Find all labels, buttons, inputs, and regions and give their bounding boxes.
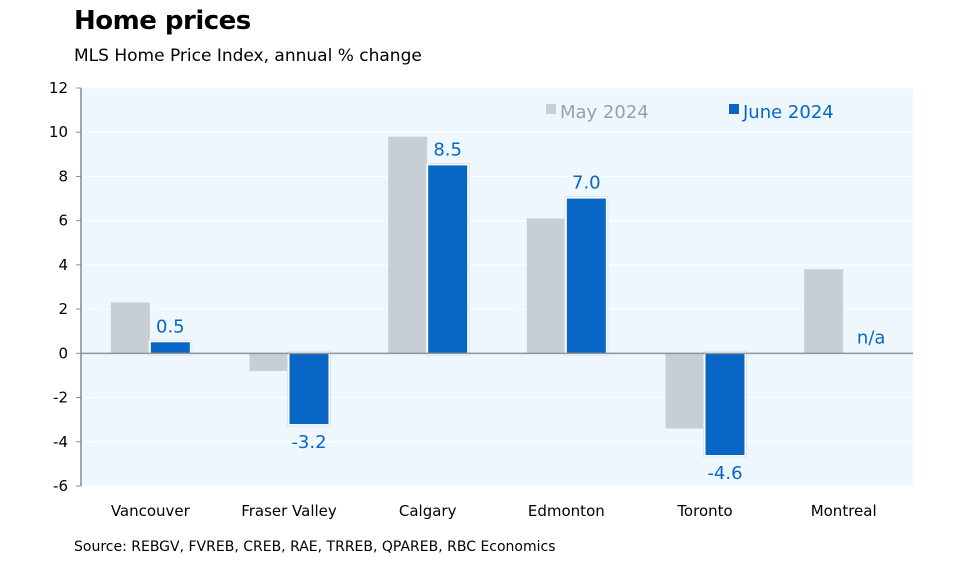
- y-tick-label: -2: [53, 389, 68, 407]
- bar-june-2024: [289, 353, 329, 425]
- data-label-june-2024: 7.0: [572, 173, 601, 194]
- bar-may-2024: [110, 302, 150, 354]
- plot-area: [81, 88, 913, 486]
- y-tick-label: 2: [58, 300, 68, 318]
- y-tick-label: -6: [53, 477, 68, 495]
- y-tick-label: 4: [58, 256, 68, 274]
- y-tick-label: 8: [58, 167, 68, 185]
- data-label-june-2024: 8.5: [433, 139, 462, 160]
- y-tick-label: -4: [53, 433, 68, 451]
- gridlines: [81, 87, 913, 487]
- x-tick-label: Fraser Valley: [241, 502, 337, 520]
- x-tick-label: Montreal: [811, 502, 877, 520]
- bar-june-2024: [150, 342, 190, 354]
- bar-may-2024: [665, 353, 705, 429]
- bar-may-2024: [388, 136, 428, 354]
- bar-june-2024: [566, 198, 606, 354]
- bar-may-2024: [804, 269, 844, 354]
- x-tick-label: Edmonton: [528, 502, 605, 520]
- chart-title: Home prices: [74, 6, 251, 36]
- legend-label-june-2024: June 2024: [742, 102, 834, 123]
- y-tick-label: 12: [49, 79, 68, 97]
- bars: 0.5 -3.2 8.5 7.0 -4.6 n/a: [81, 136, 913, 484]
- x-tick-label: Vancouver: [111, 502, 191, 520]
- x-tick-label: Calgary: [399, 502, 457, 520]
- legend-swatch-june-2024: [729, 104, 739, 114]
- y-tick-label: 0: [58, 344, 68, 362]
- data-label-june-2024: -4.6: [707, 463, 742, 484]
- legend-swatch-may-2024: [546, 104, 556, 114]
- legend-label-may-2024: May 2024: [560, 102, 649, 123]
- bar-june-2024: [705, 353, 745, 456]
- source-note: Source: REBGV, FVREB, CREB, RAE, TRREB, …: [74, 539, 556, 555]
- bar-june-2024: [428, 165, 468, 354]
- data-label-june-2024: n/a: [857, 327, 886, 348]
- legend: May 2024 June 2024: [546, 102, 834, 123]
- data-label-june-2024: -3.2: [291, 432, 326, 453]
- chart-subtitle: MLS Home Price Index, annual % change: [74, 46, 422, 66]
- bar-may-2024: [526, 218, 566, 354]
- y-axis: 12 10 8 6 4 2 0 -2 -4 -6: [49, 79, 82, 495]
- x-tick-label: Toronto: [676, 502, 732, 520]
- y-tick-label: 6: [58, 212, 68, 230]
- data-label-june-2024: 0.5: [156, 316, 185, 337]
- x-axis-labels: Vancouver Fraser Valley Calgary Edmonton Tor…: [111, 502, 877, 520]
- bar-may-2024: [249, 353, 289, 372]
- y-tick-label: 10: [49, 123, 68, 141]
